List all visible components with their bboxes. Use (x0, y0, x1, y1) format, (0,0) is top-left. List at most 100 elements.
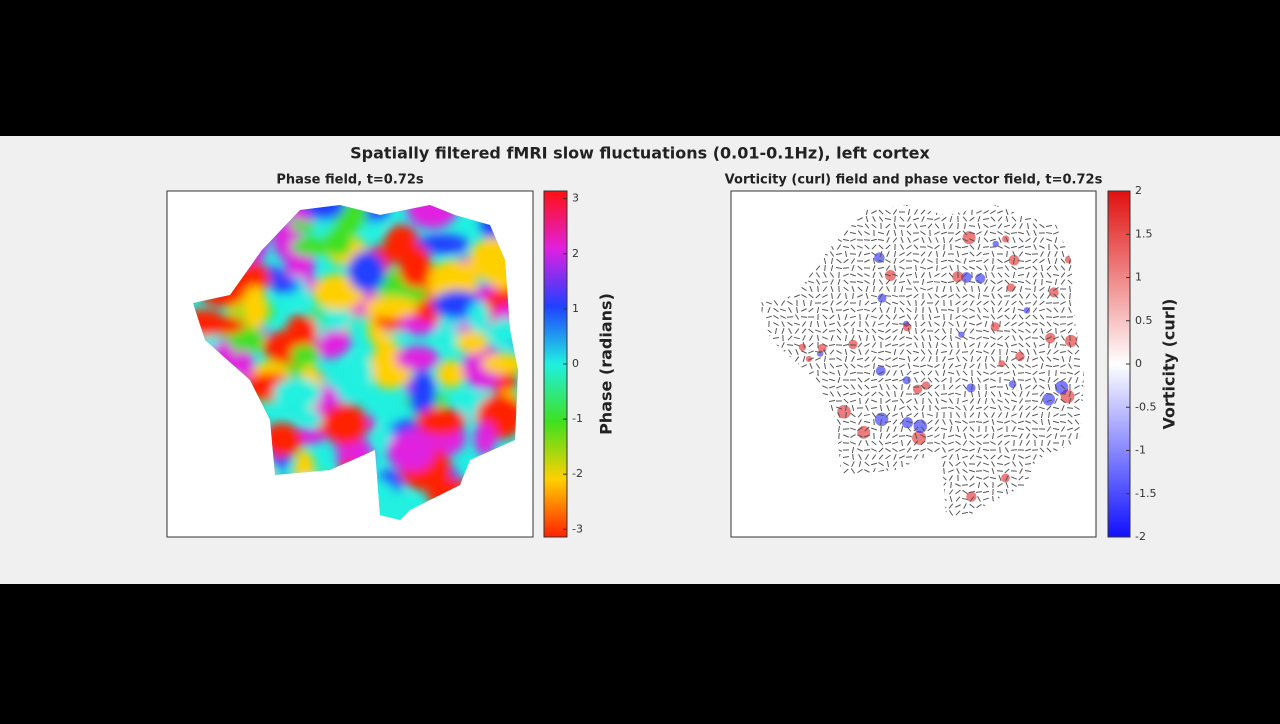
curl-spot (913, 385, 922, 394)
curl-spot (975, 273, 985, 283)
phase-vector (825, 265, 826, 271)
phase-blob (291, 345, 320, 365)
phase-vector (1011, 450, 1017, 451)
phase-vector (787, 345, 793, 346)
colorbar-tick-label: -2 (572, 467, 583, 480)
phase-vector (1007, 251, 1008, 257)
phase-vector (934, 282, 940, 283)
phase-vector (1018, 373, 1024, 374)
axes-box (731, 191, 1096, 537)
phase-vector (993, 258, 994, 264)
colorbar-tick-label: 0 (572, 357, 579, 370)
phase-vector (860, 300, 861, 306)
phase-blob (399, 244, 432, 288)
phase-vector (1046, 303, 1052, 304)
curl-spot (1009, 380, 1017, 388)
phase-vector (916, 321, 917, 327)
phase-vector (993, 321, 994, 327)
colorbar-tick-label: 2 (572, 247, 579, 260)
colorbar-tick-label: -1 (572, 412, 583, 425)
phase-vector (902, 384, 903, 390)
phase-vector (986, 363, 987, 369)
figure-title: Spatially filtered fMRI slow fluctuation… (350, 144, 930, 163)
colorbar-tick-label: -1.5 (1135, 487, 1156, 500)
phase-blob (468, 301, 490, 332)
phase-vector (1042, 440, 1043, 446)
phase-vector (944, 468, 945, 474)
phase-vector (1056, 370, 1057, 376)
phase-blob (322, 403, 368, 445)
phase-vector (818, 286, 819, 292)
phase-vector (937, 265, 938, 271)
phase-vector (962, 485, 968, 486)
phase-vector (951, 286, 952, 292)
panel-title: Vorticity (curl) field and phase vector … (725, 173, 1103, 188)
phase-vector (1070, 293, 1071, 299)
phase-vector (1067, 408, 1073, 409)
curl-spot (1049, 287, 1059, 297)
phase-blob (350, 356, 373, 387)
phase-vector (1035, 286, 1036, 292)
phase-vector (895, 286, 896, 292)
curl-spot (1055, 381, 1068, 394)
colorbar-tick-label: 2 (1135, 184, 1142, 197)
phase-vector (1070, 335, 1071, 341)
phase-vector (958, 265, 959, 271)
phase-vector (958, 398, 959, 404)
phase-blob (294, 316, 317, 346)
colorbar-tick-label: -3 (572, 522, 583, 535)
panel-title: Phase field, t=0.72s (276, 173, 423, 188)
phase-vector (801, 317, 807, 318)
phase-blob (416, 407, 465, 435)
colorbar-label: Phase (radians) (597, 293, 616, 435)
phase-vector (902, 461, 903, 467)
phase-vector (860, 314, 861, 320)
phase-blob (436, 360, 466, 388)
phase-blob (272, 277, 299, 293)
phase-vector (972, 286, 973, 292)
phase-vector (843, 268, 849, 269)
colorbar-tick-label: -0.5 (1135, 400, 1156, 413)
phase-vector (1074, 366, 1080, 367)
colorbar-tick-label: 1 (572, 302, 579, 315)
colorbar-tick-label: 0 (1135, 357, 1142, 370)
phase-blob (456, 331, 489, 354)
curl-spot (876, 366, 886, 376)
phase-vector (787, 317, 793, 318)
curl-spot (966, 383, 975, 392)
phase-vector (1018, 380, 1024, 381)
curl-spot (1007, 283, 1015, 291)
phase-vector (1060, 415, 1066, 416)
phase-vector (1004, 331, 1010, 332)
phase-vector (916, 307, 917, 313)
colorbar-tick-label: 1 (1135, 271, 1142, 284)
phase-vector (916, 265, 917, 271)
phase-vector (850, 254, 856, 255)
phase-blob (364, 296, 417, 318)
phase-vector (1000, 447, 1001, 453)
phase-blob (348, 251, 385, 292)
phase-vector (822, 282, 828, 283)
phase-vector (1007, 286, 1008, 292)
phase-vector (1060, 324, 1066, 325)
phase-blob (395, 346, 439, 370)
phase-vector (1004, 296, 1010, 297)
colorbar-tick-label: 0.5 (1135, 314, 1153, 327)
curl-spot (1065, 335, 1077, 347)
phase-vector (846, 412, 847, 418)
phase-vector (874, 419, 875, 425)
colorbar-tick-label: -1 (1135, 444, 1146, 457)
phase-vector (853, 328, 854, 334)
curl-spot (848, 340, 857, 349)
phase-vector (990, 247, 996, 248)
curl-spot (799, 344, 806, 351)
phase-vector (997, 471, 1003, 472)
phase-vector (937, 412, 938, 418)
phase-vector (1049, 342, 1050, 348)
colorbar-label: Vorticity (curl) (1160, 298, 1179, 429)
phase-vector (951, 482, 952, 488)
colorbar-tick-label: -2 (1135, 530, 1146, 543)
colorbar-tick-label: 3 (572, 192, 579, 205)
